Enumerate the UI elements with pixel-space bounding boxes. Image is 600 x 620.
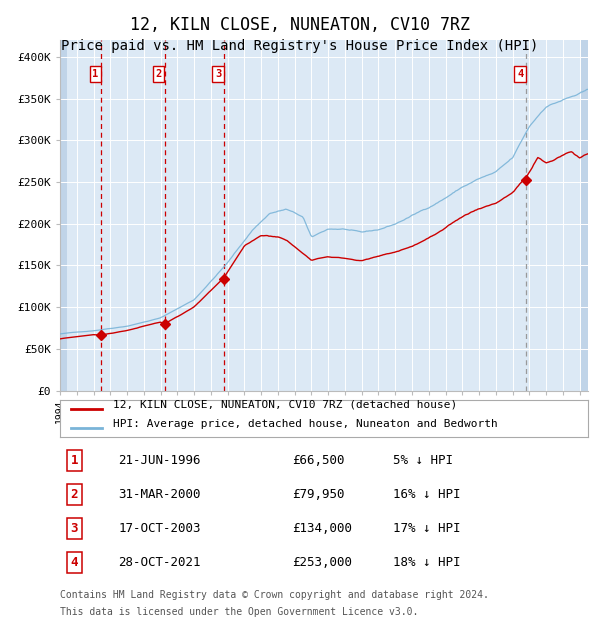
Text: 4: 4	[71, 556, 78, 569]
Text: HPI: Average price, detached house, Nuneaton and Bedworth: HPI: Average price, detached house, Nune…	[113, 418, 497, 428]
Text: £134,000: £134,000	[292, 522, 352, 535]
Text: Price paid vs. HM Land Registry's House Price Index (HPI): Price paid vs. HM Land Registry's House …	[61, 39, 539, 53]
Text: 1: 1	[92, 69, 98, 79]
Text: 4: 4	[517, 69, 523, 79]
Text: 12, KILN CLOSE, NUNEATON, CV10 7RZ: 12, KILN CLOSE, NUNEATON, CV10 7RZ	[130, 16, 470, 33]
Text: 21-JUN-1996: 21-JUN-1996	[118, 454, 200, 467]
Text: £79,950: £79,950	[292, 488, 345, 501]
Text: 31-MAR-2000: 31-MAR-2000	[118, 488, 200, 501]
Text: 1: 1	[71, 454, 78, 467]
Text: Contains HM Land Registry data © Crown copyright and database right 2024.: Contains HM Land Registry data © Crown c…	[60, 590, 489, 600]
Text: 17% ↓ HPI: 17% ↓ HPI	[392, 522, 460, 535]
Text: 2: 2	[155, 69, 162, 79]
Text: £66,500: £66,500	[292, 454, 345, 467]
Text: £253,000: £253,000	[292, 556, 352, 569]
Bar	[581, 40, 588, 391]
Text: 12, KILN CLOSE, NUNEATON, CV10 7RZ (detached house): 12, KILN CLOSE, NUNEATON, CV10 7RZ (deta…	[113, 400, 457, 410]
Text: 3: 3	[215, 69, 221, 79]
Text: 16% ↓ HPI: 16% ↓ HPI	[392, 488, 460, 501]
Text: This data is licensed under the Open Government Licence v3.0.: This data is licensed under the Open Gov…	[60, 606, 418, 617]
Bar	[60, 40, 67, 391]
Text: 17-OCT-2003: 17-OCT-2003	[118, 522, 200, 535]
Text: 5% ↓ HPI: 5% ↓ HPI	[392, 454, 452, 467]
Text: 18% ↓ HPI: 18% ↓ HPI	[392, 556, 460, 569]
Text: 28-OCT-2021: 28-OCT-2021	[118, 556, 200, 569]
Text: 3: 3	[71, 522, 78, 535]
Text: 2: 2	[71, 488, 78, 501]
